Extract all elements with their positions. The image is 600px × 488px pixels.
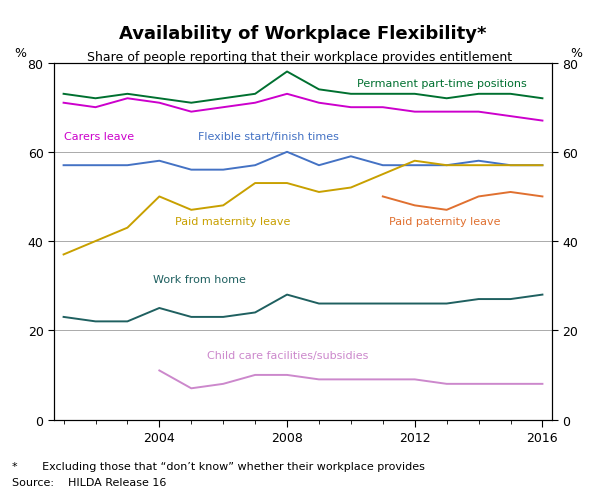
- Text: Source:    HILDA Release 16: Source: HILDA Release 16: [12, 477, 166, 487]
- Text: Permanent part-time positions: Permanent part-time positions: [357, 79, 527, 88]
- Text: %: %: [14, 47, 26, 60]
- Text: Work from home: Work from home: [153, 274, 246, 285]
- Text: Paid maternity leave: Paid maternity leave: [175, 217, 290, 226]
- Title: Availability of Workplace Flexibility*: Availability of Workplace Flexibility*: [119, 24, 487, 42]
- Text: Child care facilities/subsidies: Child care facilities/subsidies: [207, 350, 368, 360]
- Text: Paid paternity leave: Paid paternity leave: [389, 217, 500, 226]
- Text: *       Excluding those that “don’t know” whether their workplace provides: * Excluding those that “don’t know” whet…: [12, 461, 425, 471]
- Text: Flexible start/finish times: Flexible start/finish times: [197, 132, 338, 142]
- Text: Share of people reporting that their workplace provides entitlement: Share of people reporting that their wor…: [88, 51, 512, 64]
- Text: %: %: [570, 47, 582, 60]
- Text: Carers leave: Carers leave: [64, 132, 134, 142]
